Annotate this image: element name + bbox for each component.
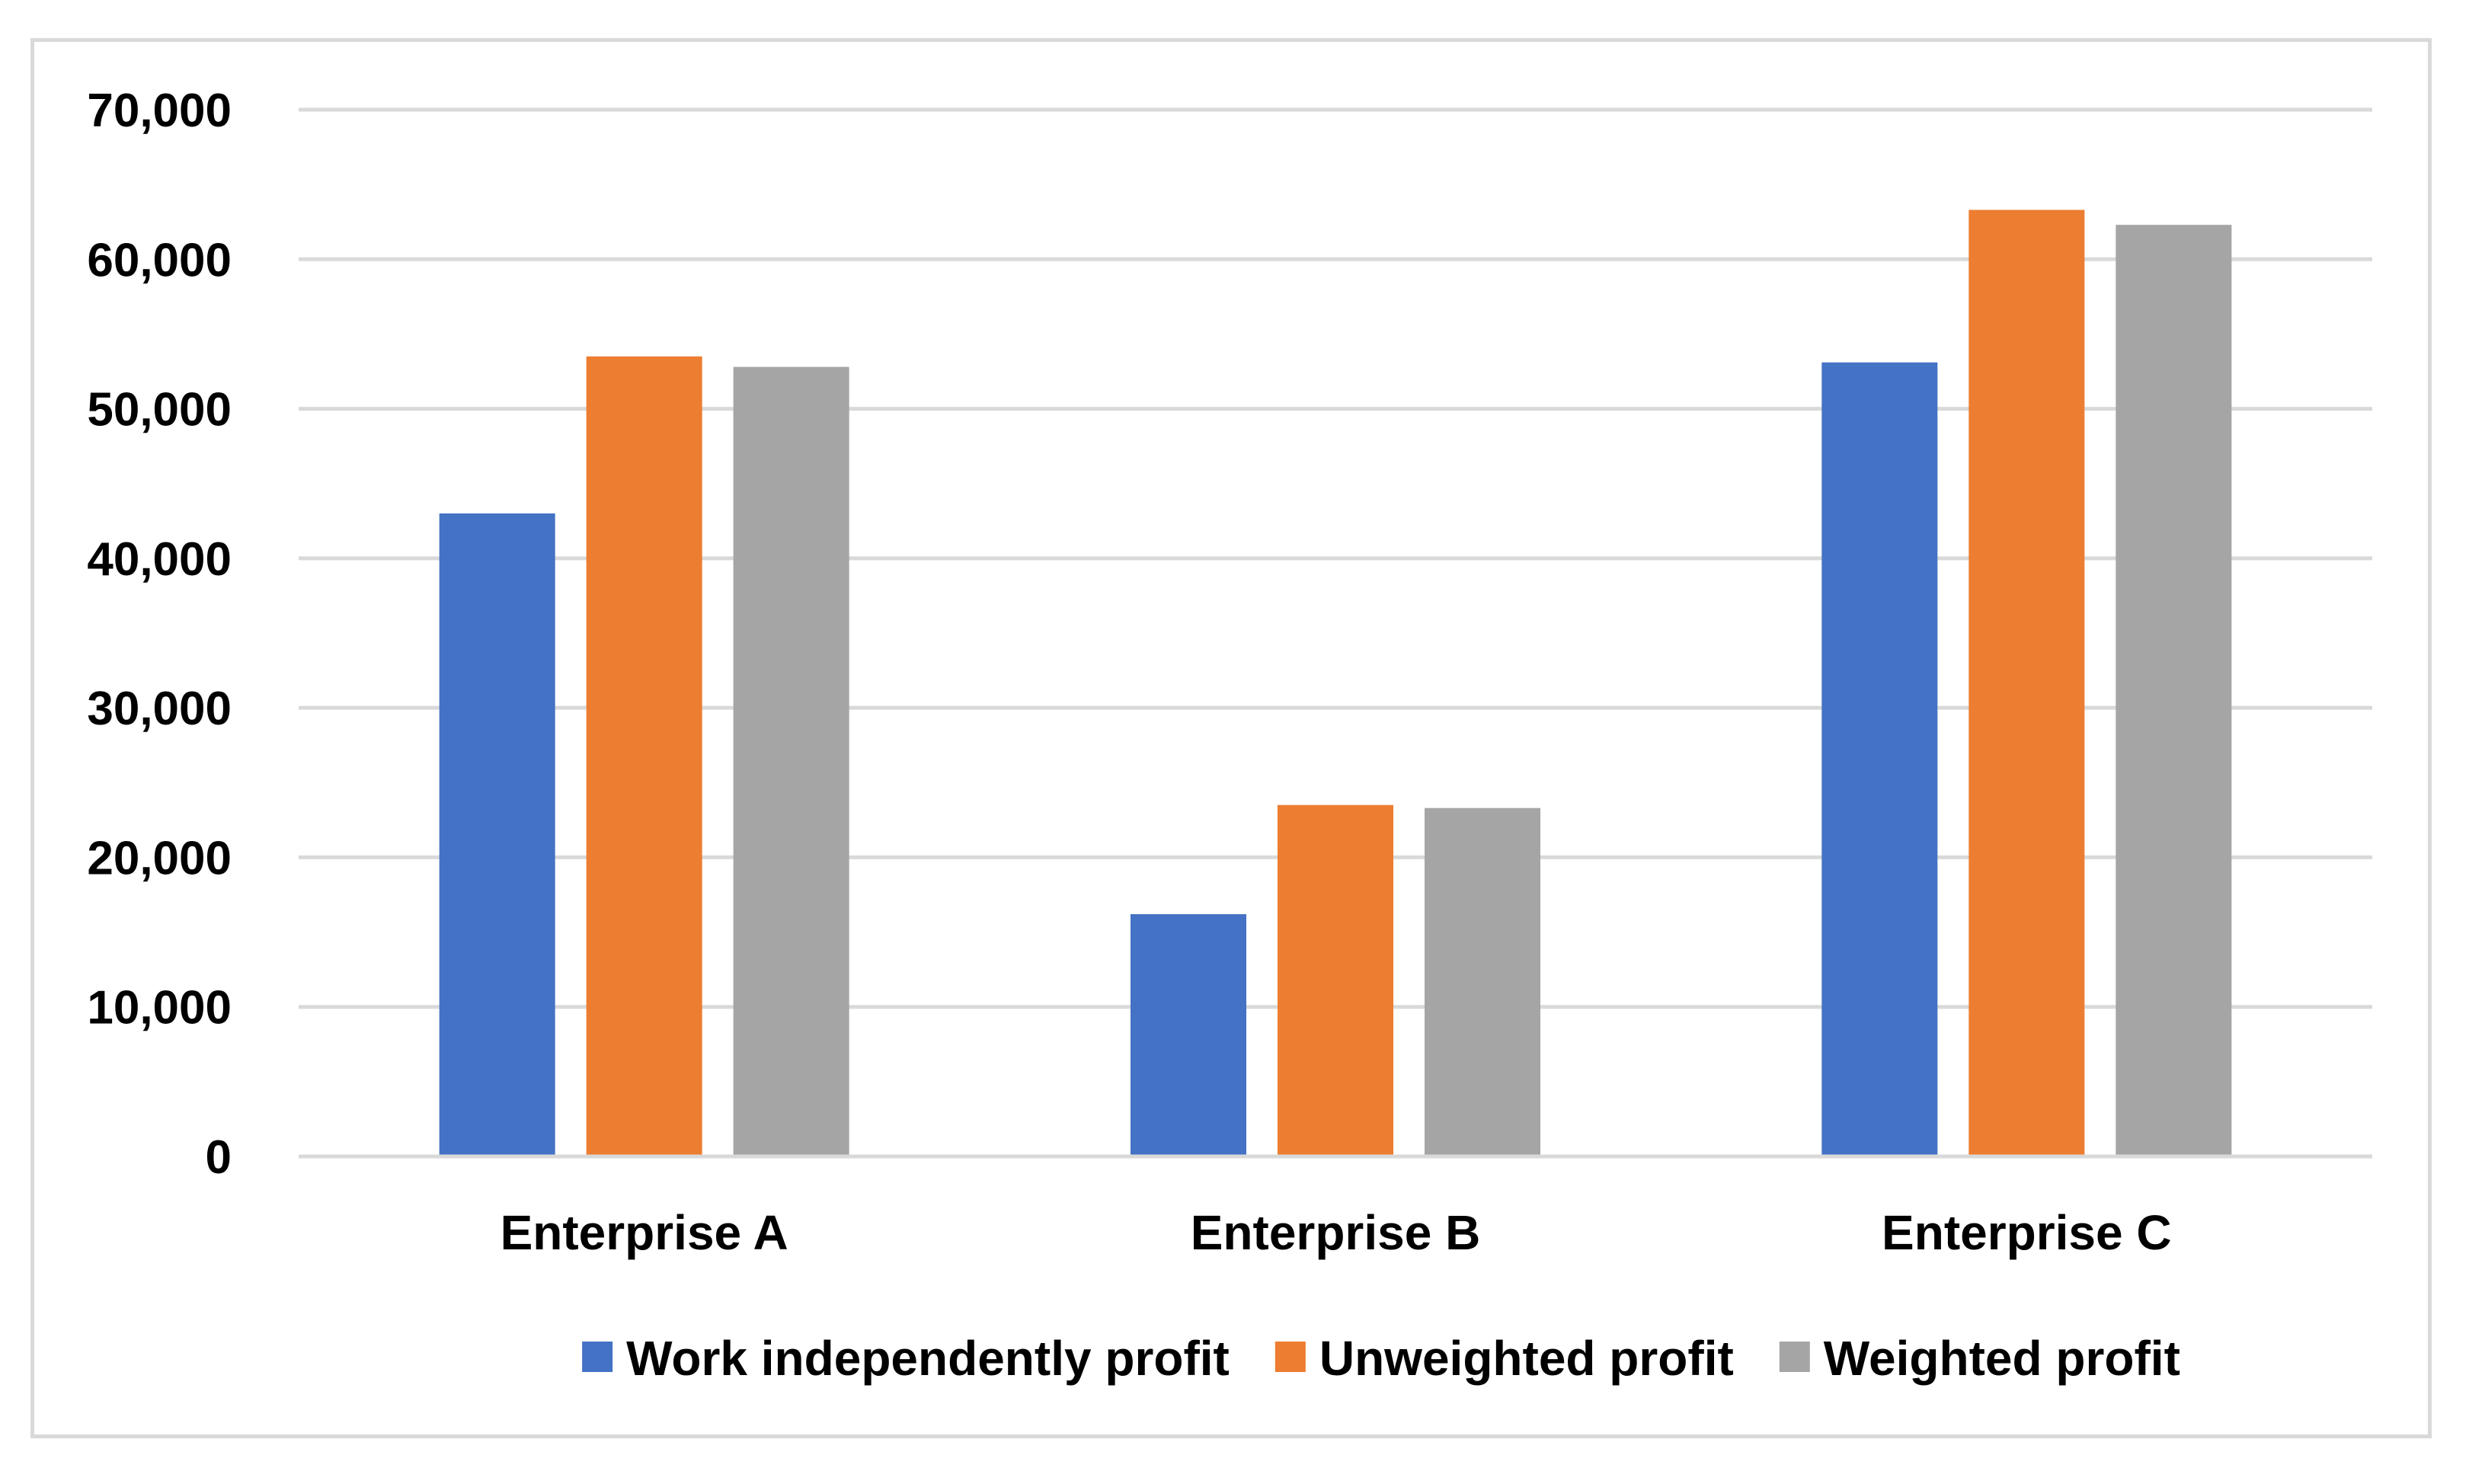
x-category-label: Enterprise B: [1191, 1205, 1481, 1260]
legend-swatch: [582, 1342, 613, 1372]
x-category-label: Enterprise A: [501, 1205, 788, 1260]
legend-swatch: [1274, 1342, 1306, 1372]
bar-enterprise-a-unweighted-profit: [586, 356, 702, 1156]
legend-item-unweighted-profit: Unweighted profit: [1274, 1331, 1734, 1386]
bar-enterprise-b-unweighted-profit: [1278, 804, 1393, 1156]
legend-item-work-independently-profit: Work independently profit: [582, 1331, 1230, 1386]
bar-enterprise-c-weighted-profit: [2116, 225, 2232, 1156]
legend-item-weighted-profit: Weighted profit: [1779, 1331, 2180, 1386]
y-tick-label: 60,000: [87, 234, 232, 286]
y-axis-tick-labels: 0 10,000 20,000 30,000 40,000 50,000 60,000 70,…: [87, 85, 232, 1184]
bar-enterprise-c-work-independently-profit: [1821, 362, 1938, 1156]
y-tick-label: 50,000: [87, 384, 232, 437]
bars: [439, 209, 2232, 1156]
y-tick-label: 40,000: [87, 533, 232, 586]
y-tick-label: 30,000: [87, 683, 232, 735]
x-axis-category-labels: Enterprise A Enterprise B Enterprise C: [501, 1205, 2172, 1260]
bar-enterprise-a-work-independently-profit: [439, 513, 555, 1156]
bar-enterprise-b-weighted-profit: [1425, 808, 1540, 1156]
y-tick-label: 70,000: [87, 85, 232, 137]
legend-label: Work independently profit: [626, 1331, 1230, 1386]
legend-label: Unweighted profit: [1319, 1331, 1734, 1386]
x-category-label: Enterprise C: [1882, 1205, 2172, 1260]
y-tick-label: 20,000: [87, 832, 232, 884]
y-tick-label: 10,000: [87, 982, 232, 1035]
bar-enterprise-c-unweighted-profit: [1968, 209, 2085, 1156]
bar-enterprise-b-work-independently-profit: [1131, 914, 1246, 1156]
y-tick-label: 0: [206, 1131, 232, 1184]
legend-label: Weighted profit: [1824, 1331, 2180, 1386]
bar-enterprise-a-weighted-profit: [733, 366, 849, 1156]
legend-swatch: [1779, 1342, 1810, 1372]
legend: Work independently profit Unweighted prof…: [582, 1331, 2180, 1386]
